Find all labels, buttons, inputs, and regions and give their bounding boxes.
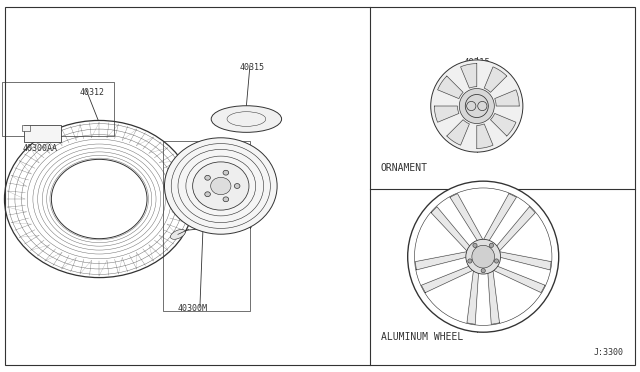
- Ellipse shape: [211, 177, 231, 195]
- Circle shape: [473, 243, 477, 247]
- Bar: [163, 141, 250, 311]
- Polygon shape: [490, 113, 516, 136]
- Polygon shape: [467, 271, 479, 324]
- Bar: [22, 125, 30, 131]
- Text: 40300M: 40300M: [178, 304, 208, 312]
- Ellipse shape: [223, 197, 228, 202]
- Polygon shape: [494, 266, 545, 292]
- Text: 40312: 40312: [80, 88, 105, 97]
- Circle shape: [494, 259, 499, 263]
- Circle shape: [472, 246, 495, 268]
- Circle shape: [460, 89, 494, 124]
- Polygon shape: [421, 266, 472, 292]
- Text: 40300AA: 40300AA: [22, 144, 58, 153]
- Text: 40300M: 40300M: [461, 196, 493, 205]
- Text: ORNAMENT: ORNAMENT: [381, 163, 428, 173]
- Ellipse shape: [193, 162, 249, 210]
- Ellipse shape: [234, 184, 240, 188]
- Bar: [2, 82, 114, 136]
- Ellipse shape: [211, 106, 282, 132]
- Ellipse shape: [205, 175, 211, 180]
- Polygon shape: [431, 207, 470, 251]
- Circle shape: [481, 269, 485, 273]
- Polygon shape: [450, 194, 483, 241]
- Polygon shape: [447, 120, 469, 145]
- Circle shape: [466, 239, 500, 274]
- Text: 40224: 40224: [227, 222, 252, 231]
- Polygon shape: [499, 252, 551, 270]
- Polygon shape: [484, 67, 507, 92]
- Polygon shape: [496, 207, 535, 251]
- Ellipse shape: [223, 170, 228, 175]
- Bar: [24, 125, 61, 142]
- Circle shape: [490, 243, 493, 247]
- Circle shape: [468, 259, 472, 263]
- Polygon shape: [438, 76, 463, 99]
- Ellipse shape: [170, 230, 186, 239]
- Polygon shape: [461, 64, 477, 88]
- Ellipse shape: [164, 138, 277, 234]
- Circle shape: [431, 60, 523, 152]
- Polygon shape: [484, 194, 516, 241]
- Polygon shape: [415, 252, 467, 270]
- Text: ALUMINUM WHEEL: ALUMINUM WHEEL: [381, 332, 463, 342]
- Ellipse shape: [51, 159, 147, 239]
- Text: J:3300: J:3300: [594, 348, 624, 357]
- Ellipse shape: [205, 192, 211, 197]
- Polygon shape: [477, 124, 493, 148]
- Polygon shape: [495, 90, 519, 106]
- Text: 40315: 40315: [240, 63, 265, 72]
- Text: 18X8JJ: 18X8JJ: [467, 289, 499, 298]
- Circle shape: [408, 181, 559, 332]
- Text: 40315: 40315: [463, 58, 490, 67]
- Polygon shape: [435, 106, 459, 122]
- Polygon shape: [488, 271, 499, 324]
